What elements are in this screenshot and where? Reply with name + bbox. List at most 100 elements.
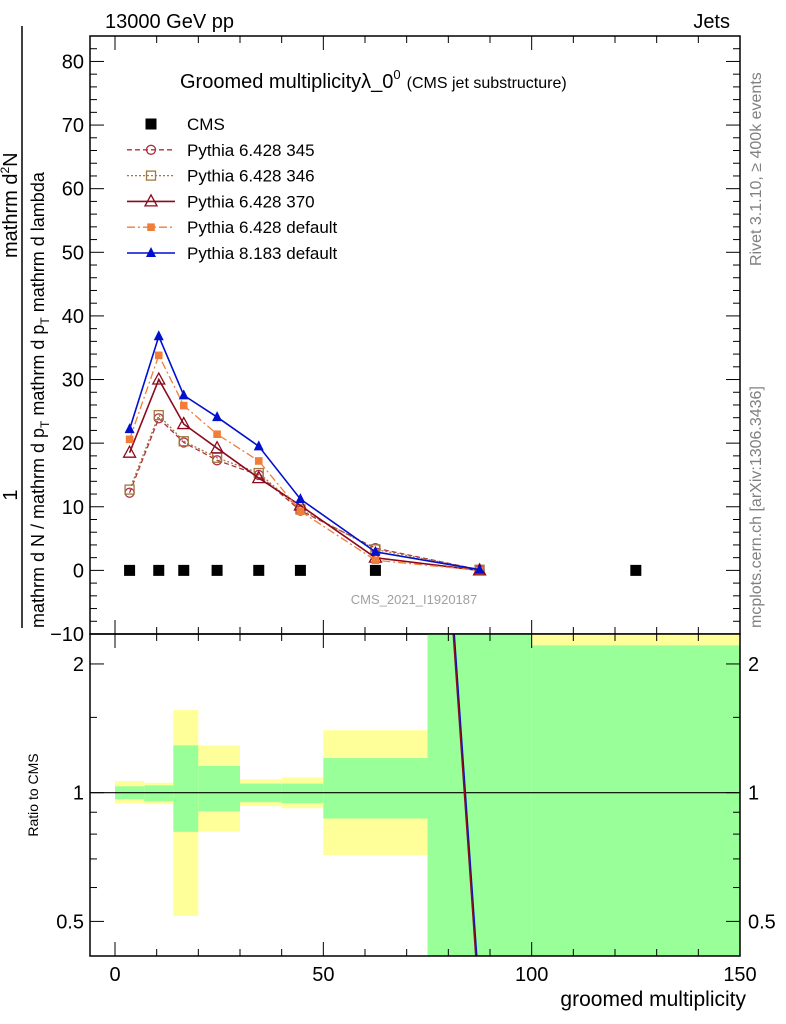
data-point-pdef8 <box>253 440 264 451</box>
legend-marker-pdef8 <box>146 247 156 257</box>
legend-entry-p370: Pythia 6.428 370 <box>127 192 315 211</box>
main-y-ticks: −10 0 10 20 30 40 50 60 70 80 <box>50 35 741 646</box>
ratio-y-tick-label-right: 2 <box>748 654 759 676</box>
y-tick-label: −10 <box>50 624 84 646</box>
chart-title: Groomed multiplicityλ_00 (CMS jet substru… <box>180 67 567 93</box>
data-point-cms <box>124 564 136 576</box>
chart-title-sup: 0 <box>393 67 400 82</box>
legend-marker-p345 <box>145 144 157 155</box>
x-tick-label: 150 <box>723 964 756 986</box>
series-cms <box>124 564 642 576</box>
data-point-p346 <box>124 484 135 495</box>
y-label-numerator: mathrm d2N <box>0 152 22 258</box>
analysis-watermark: CMS_2021_I1920187 <box>351 592 478 607</box>
legend-label-p345: Pythia 6.428 345 <box>187 141 315 160</box>
x-tick-label: 100 <box>515 964 548 986</box>
legend-entry-p345: Pythia 6.428 345 <box>127 141 315 160</box>
rivet-label: Rivet 3.1.10, ≥ 400k events <box>748 72 765 266</box>
series-line-pdef8 <box>128 333 480 571</box>
ratio-bands <box>90 634 740 956</box>
y-tick-label: 50 <box>62 242 84 264</box>
series-line-pdef6 <box>128 353 480 572</box>
y-tick-label: 0 <box>73 560 84 582</box>
data-point-cms <box>211 564 223 576</box>
y-tick-label: 20 <box>62 433 84 455</box>
series-p370 <box>122 371 487 576</box>
y-tick-label: 40 <box>62 306 84 328</box>
data-point-p370 <box>209 440 225 454</box>
data-point-pdef6 <box>154 351 163 360</box>
ratio-band-inner <box>281 783 324 804</box>
y-tick-label: 80 <box>62 51 84 73</box>
main-plot-area <box>122 330 642 576</box>
data-point-pdef6 <box>125 435 134 444</box>
legend-label-p370: Pythia 6.428 370 <box>187 192 315 211</box>
ratio-y-tick-label: 0.5 <box>56 911 84 933</box>
data-point-pdef6 <box>371 556 380 565</box>
y-tick-label: 10 <box>62 497 84 519</box>
data-point-pdef8 <box>370 545 381 556</box>
data-point-cms <box>253 564 265 576</box>
x-tick-label: 50 <box>312 964 334 986</box>
legend-label-pdef6: Pythia 6.428 default <box>187 218 338 237</box>
x-tick-label: 0 <box>109 964 120 986</box>
data-point-pdef8 <box>178 389 189 400</box>
x-axis-label: groomed multiplicity <box>560 988 746 1011</box>
energy-label: 13000 GeV pp <box>105 11 234 33</box>
main-y-label: 1 mathrm d2N mathrm d N / mathrm d pTmat… <box>0 26 52 628</box>
ratio-y-label: Ratio to CMS <box>25 753 41 836</box>
legend-marker-p346 <box>145 170 157 181</box>
data-point-pdef6 <box>179 401 188 410</box>
data-point-pdef6 <box>296 507 305 516</box>
ratio-band-inner <box>173 745 199 832</box>
ratio-y-tick-label-right: 1 <box>748 783 759 805</box>
mcplots-label: mcplots.cern.ch [arXiv:1306.3436] <box>748 386 765 628</box>
data-point-pdef8 <box>295 493 306 504</box>
data-point-p370 <box>251 470 266 484</box>
data-point-pdef8 <box>212 411 223 422</box>
data-point-cms <box>294 564 306 576</box>
ratio-lines <box>452 634 478 956</box>
ratio-y-tick-label-right: 0.5 <box>748 911 776 933</box>
y-label-denominator: mathrm d N / mathrm d pTmathrm d pTmathr… <box>28 171 52 628</box>
ratio-y-tick-label: 1 <box>73 783 84 805</box>
series-pdef8 <box>124 330 485 574</box>
data-point-pdef8 <box>124 423 135 434</box>
ratio-band-inner <box>427 634 532 956</box>
ratio-panel: 0.5 0.5 1 1 2 2 0 50 100 150 Ratio to CMS groomed… <box>25 633 776 1011</box>
y-label-one: 1 <box>0 489 22 500</box>
data-point-pdef8 <box>474 563 485 574</box>
legend-marker-cms <box>145 118 157 130</box>
data-point-p370 <box>151 371 166 385</box>
legend-label-pdef8: Pythia 8.183 default <box>187 244 338 263</box>
ratio-band-inner <box>144 785 174 802</box>
ratio-band-inner <box>323 758 428 819</box>
data-point-cms <box>369 564 381 576</box>
ratio-y-tick-label: 2 <box>73 654 84 676</box>
data-point-cms <box>178 564 190 576</box>
process-label: Jets <box>693 11 730 33</box>
data-point-pdef8 <box>153 330 164 341</box>
chart-title-sub: (CMS jet substructure) <box>407 75 567 92</box>
chart-title-lambda: λ_0 <box>361 71 393 93</box>
data-point-cms <box>630 564 642 576</box>
series-line-p370 <box>128 377 480 572</box>
y-tick-label: 60 <box>62 179 84 201</box>
ratio-line-p370 <box>452 634 477 956</box>
legend-label-cms: CMS <box>187 115 225 134</box>
series-pdef6 <box>125 351 484 575</box>
y-tick-label: 30 <box>62 370 84 392</box>
series-p346 <box>124 410 485 575</box>
chart-title-main: Groomed multiplicity <box>180 71 361 93</box>
legend-marker-pdef6 <box>147 223 155 231</box>
legend-entry-p346: Pythia 6.428 346 <box>127 167 315 186</box>
data-point-p370 <box>122 444 137 458</box>
legend: CMS Pythia 6.428 345 Pythia 6.428 346 Pythi… <box>127 115 338 263</box>
ratio-band-inner <box>198 765 240 812</box>
ratio-frame <box>89 633 741 957</box>
data-point-cms <box>153 564 165 576</box>
data-point-p370 <box>176 416 191 430</box>
data-point-pdef6 <box>254 457 263 465</box>
